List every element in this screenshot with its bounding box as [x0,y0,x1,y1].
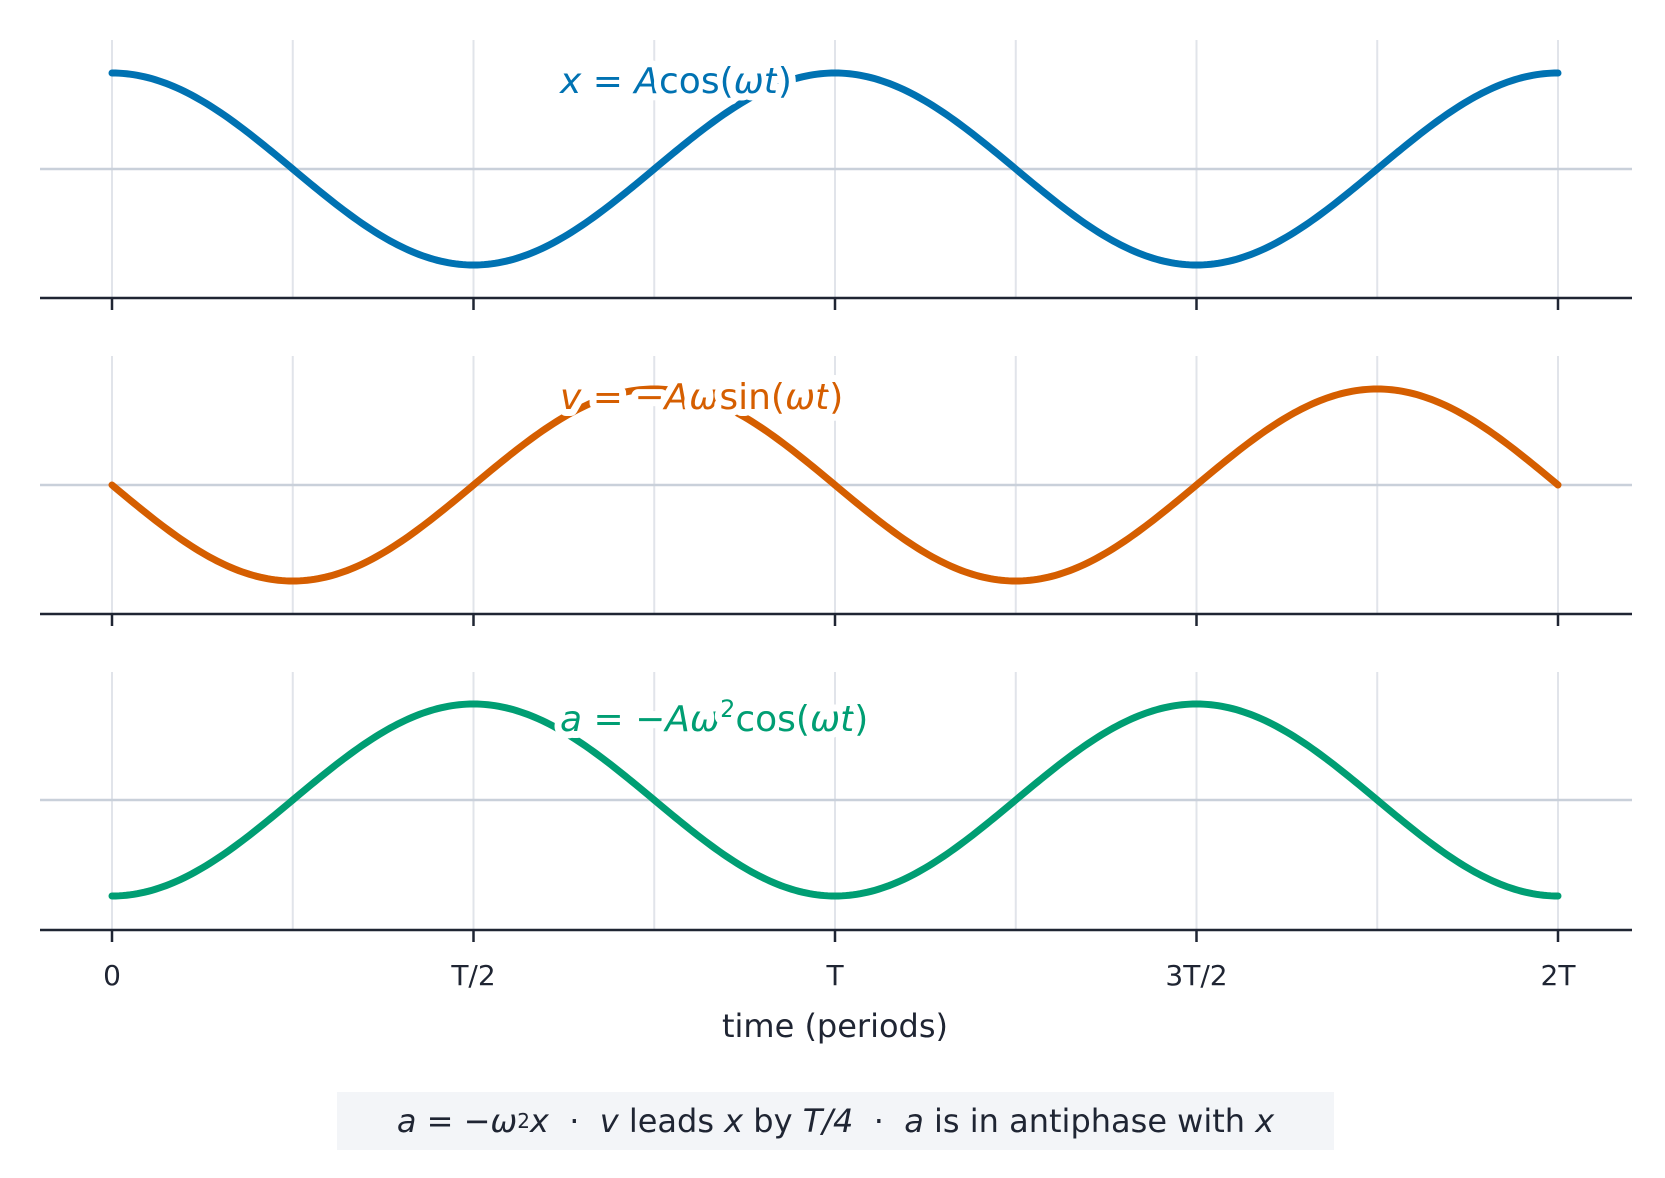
caption-x1: x [529,1102,549,1140]
formula-displacement: x = Acos(ωt) [559,61,792,102]
x-tick-label: T [825,959,844,992]
caption-box: a = − ω 2 x · v leads x by T/4 · a is in an… [337,1092,1334,1150]
x-tick-label: 0 [103,959,121,992]
formula-acceleration: a = −Aω2cos(ωt) [560,695,868,740]
caption-t4: T/4 [802,1102,854,1140]
caption-x3: x [1255,1102,1275,1140]
formula-part: ) [778,61,792,102]
formula-part: ωt [810,699,856,740]
formula-part: = − [581,377,664,418]
x-axis-label: time (periods) [722,1007,948,1045]
formula-part: a [560,699,582,740]
formula-part: x [559,61,582,102]
formula-part: ωt [734,61,780,102]
formula-part: A [663,377,690,418]
panel-velocity: v = −Aωsin(ωt) [40,356,1632,626]
formula-velocity: v = −Aωsin(ωt) [560,377,843,418]
formula-part: ) [854,699,868,740]
formula-part: = [581,61,634,102]
caption-antiphase: is in antiphase with [923,1102,1256,1140]
caption-v: v [599,1102,619,1140]
formula-part: ωt [785,377,831,418]
formula-part: sin( [719,377,785,418]
caption-by: by [743,1102,803,1140]
caption-eq-minus: = − [416,1102,491,1140]
caption-sep2: · [853,1102,905,1140]
caption-sep1: · [548,1102,600,1140]
caption-omega: ω [490,1102,518,1140]
curve-acceleration [108,700,1562,900]
panel-acceleration: a = −Aω2cos(ωt) [40,672,1632,942]
formula-part: cos( [735,699,810,740]
caption-a2: a [904,1102,924,1140]
x-tick-labels: 0 T/2 T 3T/2 2T [103,959,1576,992]
formula-part: cos( [659,61,734,102]
caption-a1: a [396,1102,417,1140]
curve-displacement [108,69,1562,269]
formula-part: 2 [720,695,735,723]
formula-part: ω [689,377,719,418]
caption-x2: x [724,1102,744,1140]
curve-velocity [108,385,1562,585]
formula-part: Aω [663,699,720,740]
x-tick-label: 2T [1541,959,1577,992]
x-tick-label: 3T/2 [1165,959,1227,992]
caption-leads: leads [618,1102,725,1140]
panels-group: x = Acos(ωt)v = −Aωsin(ωt)a = −Aω2cos(ωt… [40,40,1632,942]
formula-part: = − [582,699,665,740]
x-tick-label: T/2 [450,959,495,992]
formula-part: ) [829,377,843,418]
panel-displacement: x = Acos(ωt) [40,40,1632,310]
formula-part: A [632,61,659,102]
formula-part: v [560,377,582,418]
